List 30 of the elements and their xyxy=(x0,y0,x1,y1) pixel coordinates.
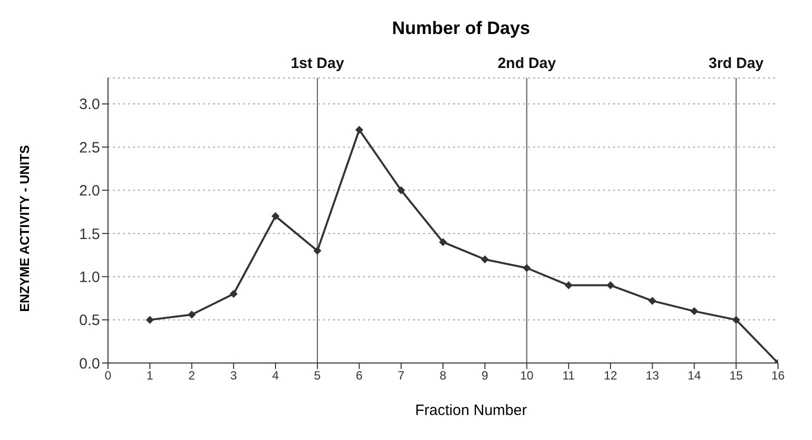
y-tick-label: 2.0 xyxy=(79,182,100,200)
ref-line-label: 1st Day xyxy=(290,55,345,72)
x-tick-label: 10 xyxy=(520,368,534,383)
y-tick-label: 1.5 xyxy=(79,226,100,243)
x-tick-label: 12 xyxy=(604,368,618,383)
x-tick-label: 15 xyxy=(729,368,744,383)
x-tick-label: 7 xyxy=(398,368,405,383)
x-tick-label: 0 xyxy=(104,368,112,383)
x-axis-title: Fraction Number xyxy=(414,402,528,419)
y-tick-label: 3.0 xyxy=(79,96,100,114)
x-tick-label: 8 xyxy=(440,368,447,383)
y-tick-label: 1.0 xyxy=(79,268,100,286)
x-tick-label: 9 xyxy=(482,368,489,383)
ref-line-label: 3rd Day xyxy=(708,55,764,72)
x-tick-label: 5 xyxy=(314,368,322,383)
x-tick-label: 1 xyxy=(146,368,154,383)
y-tick-label: 2.5 xyxy=(79,139,100,156)
ref-line-label: 2nd Day xyxy=(498,55,557,72)
x-tick-label: 13 xyxy=(646,368,660,383)
x-tick-label: 11 xyxy=(562,368,576,383)
x-tick-label: 3 xyxy=(230,368,238,383)
x-tick-label: 6 xyxy=(356,368,363,383)
x-tick-label: 4 xyxy=(272,368,280,383)
y-tick-label: 0.0 xyxy=(79,355,100,372)
x-tick-label: 16 xyxy=(771,368,785,383)
x-tick-label: 2 xyxy=(188,368,196,383)
x-tick-label: 14 xyxy=(688,368,702,383)
chart-title: Number of Days xyxy=(390,18,532,39)
y-axis-title: ENZYME ACTIVITY - UNITS xyxy=(16,144,32,312)
y-tick-label: 0.5 xyxy=(79,312,100,330)
